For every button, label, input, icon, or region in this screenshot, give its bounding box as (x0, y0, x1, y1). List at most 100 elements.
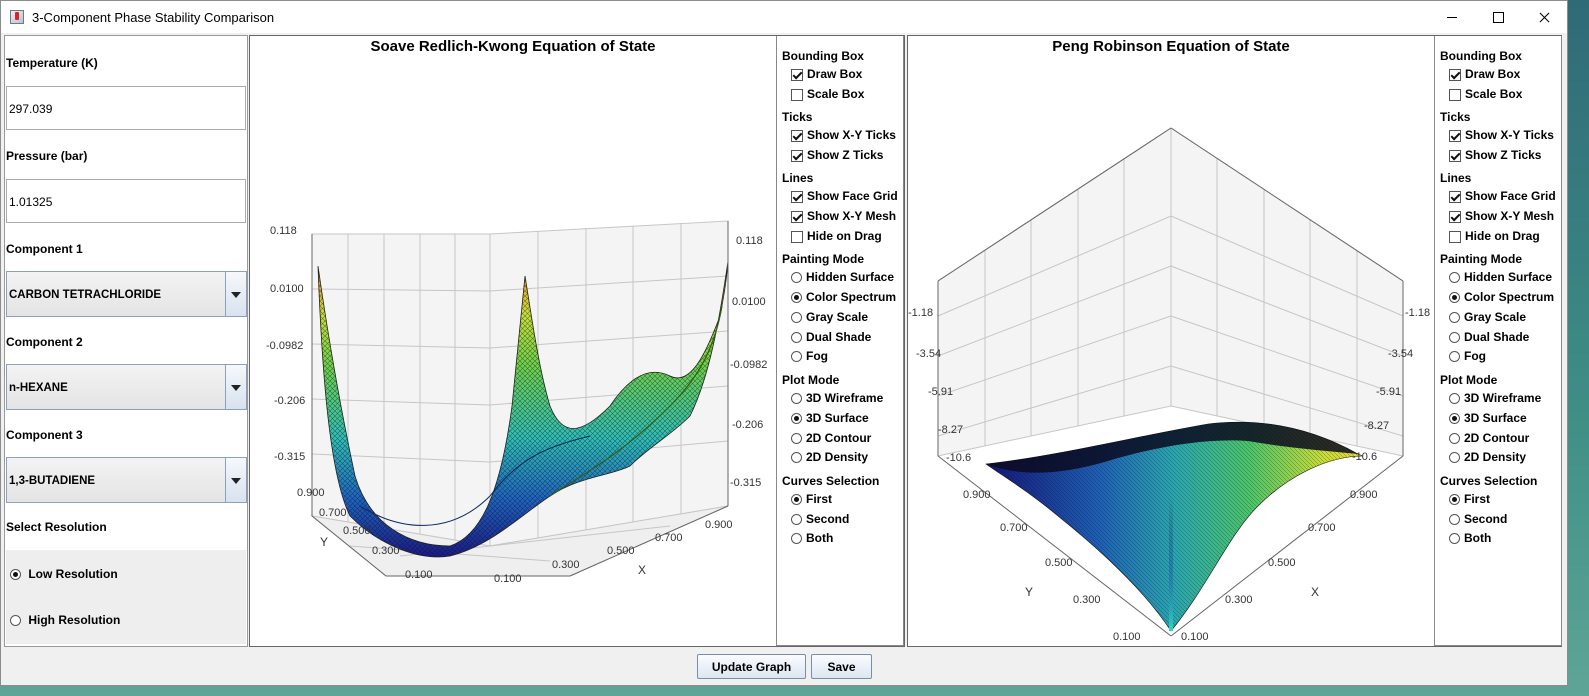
radio-unselected-icon[interactable] (10, 615, 21, 627)
checkbox-checked-icon[interactable] (1449, 68, 1461, 81)
scale-box-checkbox[interactable]: Scale Box (791, 87, 864, 101)
both-curves-radio[interactable]: Both (1449, 531, 1491, 545)
radio-unselected-icon[interactable] (1449, 351, 1460, 363)
chevron-down-icon[interactable] (225, 365, 246, 409)
checkbox-checked-icon[interactable] (791, 129, 803, 142)
srk-surface-plot[interactable]: 0.118 0.0100 -0.0982 -0.206 -0.315 0.118… (250, 76, 776, 636)
checkbox-checked-icon[interactable] (1449, 190, 1461, 203)
radio-unselected-icon[interactable] (791, 351, 802, 363)
hide-on-drag-checkbox[interactable]: Hide on Drag (1449, 229, 1540, 243)
chevron-down-icon[interactable] (225, 272, 246, 316)
contour-2d-radio[interactable]: 2D Contour (1449, 431, 1529, 445)
color-spectrum-radio[interactable]: Color Spectrum (791, 290, 896, 304)
component1-select[interactable]: CARBON TETRACHLORIDE (6, 271, 247, 317)
checkbox-checked-icon[interactable] (791, 68, 803, 81)
wireframe-3d-radio[interactable]: 3D Wireframe (1449, 391, 1541, 405)
dual-shade-radio[interactable]: Dual Shade (791, 330, 871, 344)
show-z-ticks-checkbox[interactable]: Show Z Ticks (791, 148, 883, 162)
resolution-label: Select Resolution (6, 520, 107, 534)
radio-unselected-icon[interactable] (791, 452, 802, 464)
radio-selected-icon[interactable] (791, 494, 802, 506)
show-z-ticks-checkbox[interactable]: Show Z Ticks (1449, 148, 1541, 162)
checkbox-icon[interactable] (1449, 230, 1461, 243)
checkbox-checked-icon[interactable] (1449, 149, 1461, 162)
radio-unselected-icon[interactable] (791, 533, 802, 545)
checkbox-icon[interactable] (1449, 88, 1461, 101)
fog-radio[interactable]: Fog (1449, 349, 1486, 363)
save-button[interactable]: Save (811, 654, 872, 679)
radio-unselected-icon[interactable] (791, 393, 802, 405)
surface-3d-radio[interactable]: 3D Surface (791, 411, 869, 425)
hidden-surface-radio[interactable]: Hidden Surface (1449, 270, 1552, 284)
radio-selected-icon[interactable] (1449, 494, 1460, 506)
radio-unselected-icon[interactable] (1449, 393, 1460, 405)
minimize-button[interactable] (1429, 1, 1475, 33)
radio-unselected-icon[interactable] (1449, 332, 1460, 344)
high-resolution-radio[interactable]: High Resolution (10, 613, 120, 627)
second-curve-radio[interactable]: Second (791, 512, 849, 526)
radio-unselected-icon[interactable] (791, 272, 802, 284)
density-2d-radio[interactable]: 2D Density (791, 450, 868, 464)
show-xy-mesh-checkbox[interactable]: Show X-Y Mesh (1449, 209, 1554, 223)
first-curve-radio[interactable]: First (1449, 492, 1490, 506)
hide-on-drag-checkbox[interactable]: Hide on Drag (791, 229, 882, 243)
second-curve-radio[interactable]: Second (1449, 512, 1507, 526)
show-face-grid-checkbox[interactable]: Show Face Grid (791, 189, 898, 203)
pr-surface-plot[interactable]: -1.18 -3.54 -5.91 -8.27 -10.6 -1.18 -3.5… (908, 66, 1434, 641)
radio-unselected-icon[interactable] (791, 332, 802, 344)
radio-unselected-icon[interactable] (1449, 433, 1460, 445)
radio-selected-icon[interactable] (1449, 292, 1460, 304)
update-graph-button[interactable]: Update Graph (697, 654, 806, 679)
wireframe-3d-radio[interactable]: 3D Wireframe (791, 391, 883, 405)
radio-unselected-icon[interactable] (1449, 533, 1460, 545)
radio-unselected-icon[interactable] (791, 312, 802, 324)
draw-box-checkbox[interactable]: Draw Box (791, 67, 862, 81)
checkbox-checked-icon[interactable] (1449, 129, 1461, 142)
close-button[interactable] (1521, 1, 1567, 33)
first-curve-radio[interactable]: First (791, 492, 832, 506)
checkbox-checked-icon[interactable] (1449, 210, 1461, 223)
gray-scale-radio[interactable]: Gray Scale (1449, 310, 1526, 324)
fog-radio[interactable]: Fog (791, 349, 828, 363)
show-xy-ticks-checkbox[interactable]: Show X-Y Ticks (1449, 128, 1554, 142)
both-curves-radio[interactable]: Both (791, 531, 833, 545)
temperature-field[interactable]: 297.039 (6, 86, 246, 130)
component2-value: n-HEXANE (9, 382, 68, 394)
radio-selected-icon[interactable] (791, 413, 802, 425)
pressure-field[interactable]: 1.01325 (6, 179, 246, 223)
radio-unselected-icon[interactable] (1449, 312, 1460, 324)
radio-unselected-icon[interactable] (791, 433, 802, 445)
hidden-surface-radio[interactable]: Hidden Surface (791, 270, 894, 284)
surface-3d-radio[interactable]: 3D Surface (1449, 411, 1527, 425)
radio-unselected-icon[interactable] (1449, 452, 1460, 464)
chevron-down-icon[interactable] (225, 458, 246, 502)
show-z-ticks-label: Show Z Ticks (807, 148, 884, 162)
scale-box-checkbox[interactable]: Scale Box (1449, 87, 1522, 101)
checkbox-checked-icon[interactable] (791, 210, 803, 223)
component3-select[interactable]: 1,3-BUTADIENE (6, 457, 247, 503)
radio-unselected-icon[interactable] (1449, 272, 1460, 284)
low-resolution-radio[interactable]: Low Resolution (10, 567, 118, 581)
radio-selected-icon[interactable] (1449, 413, 1460, 425)
title-bar: 3-Component Phase Stability Comparison (1, 1, 1567, 33)
show-xy-mesh-checkbox[interactable]: Show X-Y Mesh (791, 209, 896, 223)
dual-shade-radio[interactable]: Dual Shade (1449, 330, 1529, 344)
contour-2d-radio[interactable]: 2D Contour (791, 431, 871, 445)
checkbox-checked-icon[interactable] (791, 190, 803, 203)
checkbox-checked-icon[interactable] (791, 149, 803, 162)
show-xy-ticks-checkbox[interactable]: Show X-Y Ticks (791, 128, 896, 142)
radio-selected-icon[interactable] (791, 292, 802, 304)
checkbox-icon[interactable] (791, 88, 803, 101)
draw-box-checkbox[interactable]: Draw Box (1449, 67, 1520, 81)
pr-z-tick-right: -3.54 (1388, 348, 1413, 360)
checkbox-icon[interactable] (791, 230, 803, 243)
show-face-grid-checkbox[interactable]: Show Face Grid (1449, 189, 1556, 203)
component2-select[interactable]: n-HEXANE (6, 364, 247, 410)
gray-scale-radio[interactable]: Gray Scale (791, 310, 868, 324)
radio-unselected-icon[interactable] (1449, 514, 1460, 526)
color-spectrum-radio[interactable]: Color Spectrum (1449, 290, 1554, 304)
maximize-button[interactable] (1475, 1, 1521, 33)
radio-selected-icon[interactable] (10, 569, 21, 581)
radio-unselected-icon[interactable] (791, 514, 802, 526)
density-2d-radio[interactable]: 2D Density (1449, 450, 1526, 464)
